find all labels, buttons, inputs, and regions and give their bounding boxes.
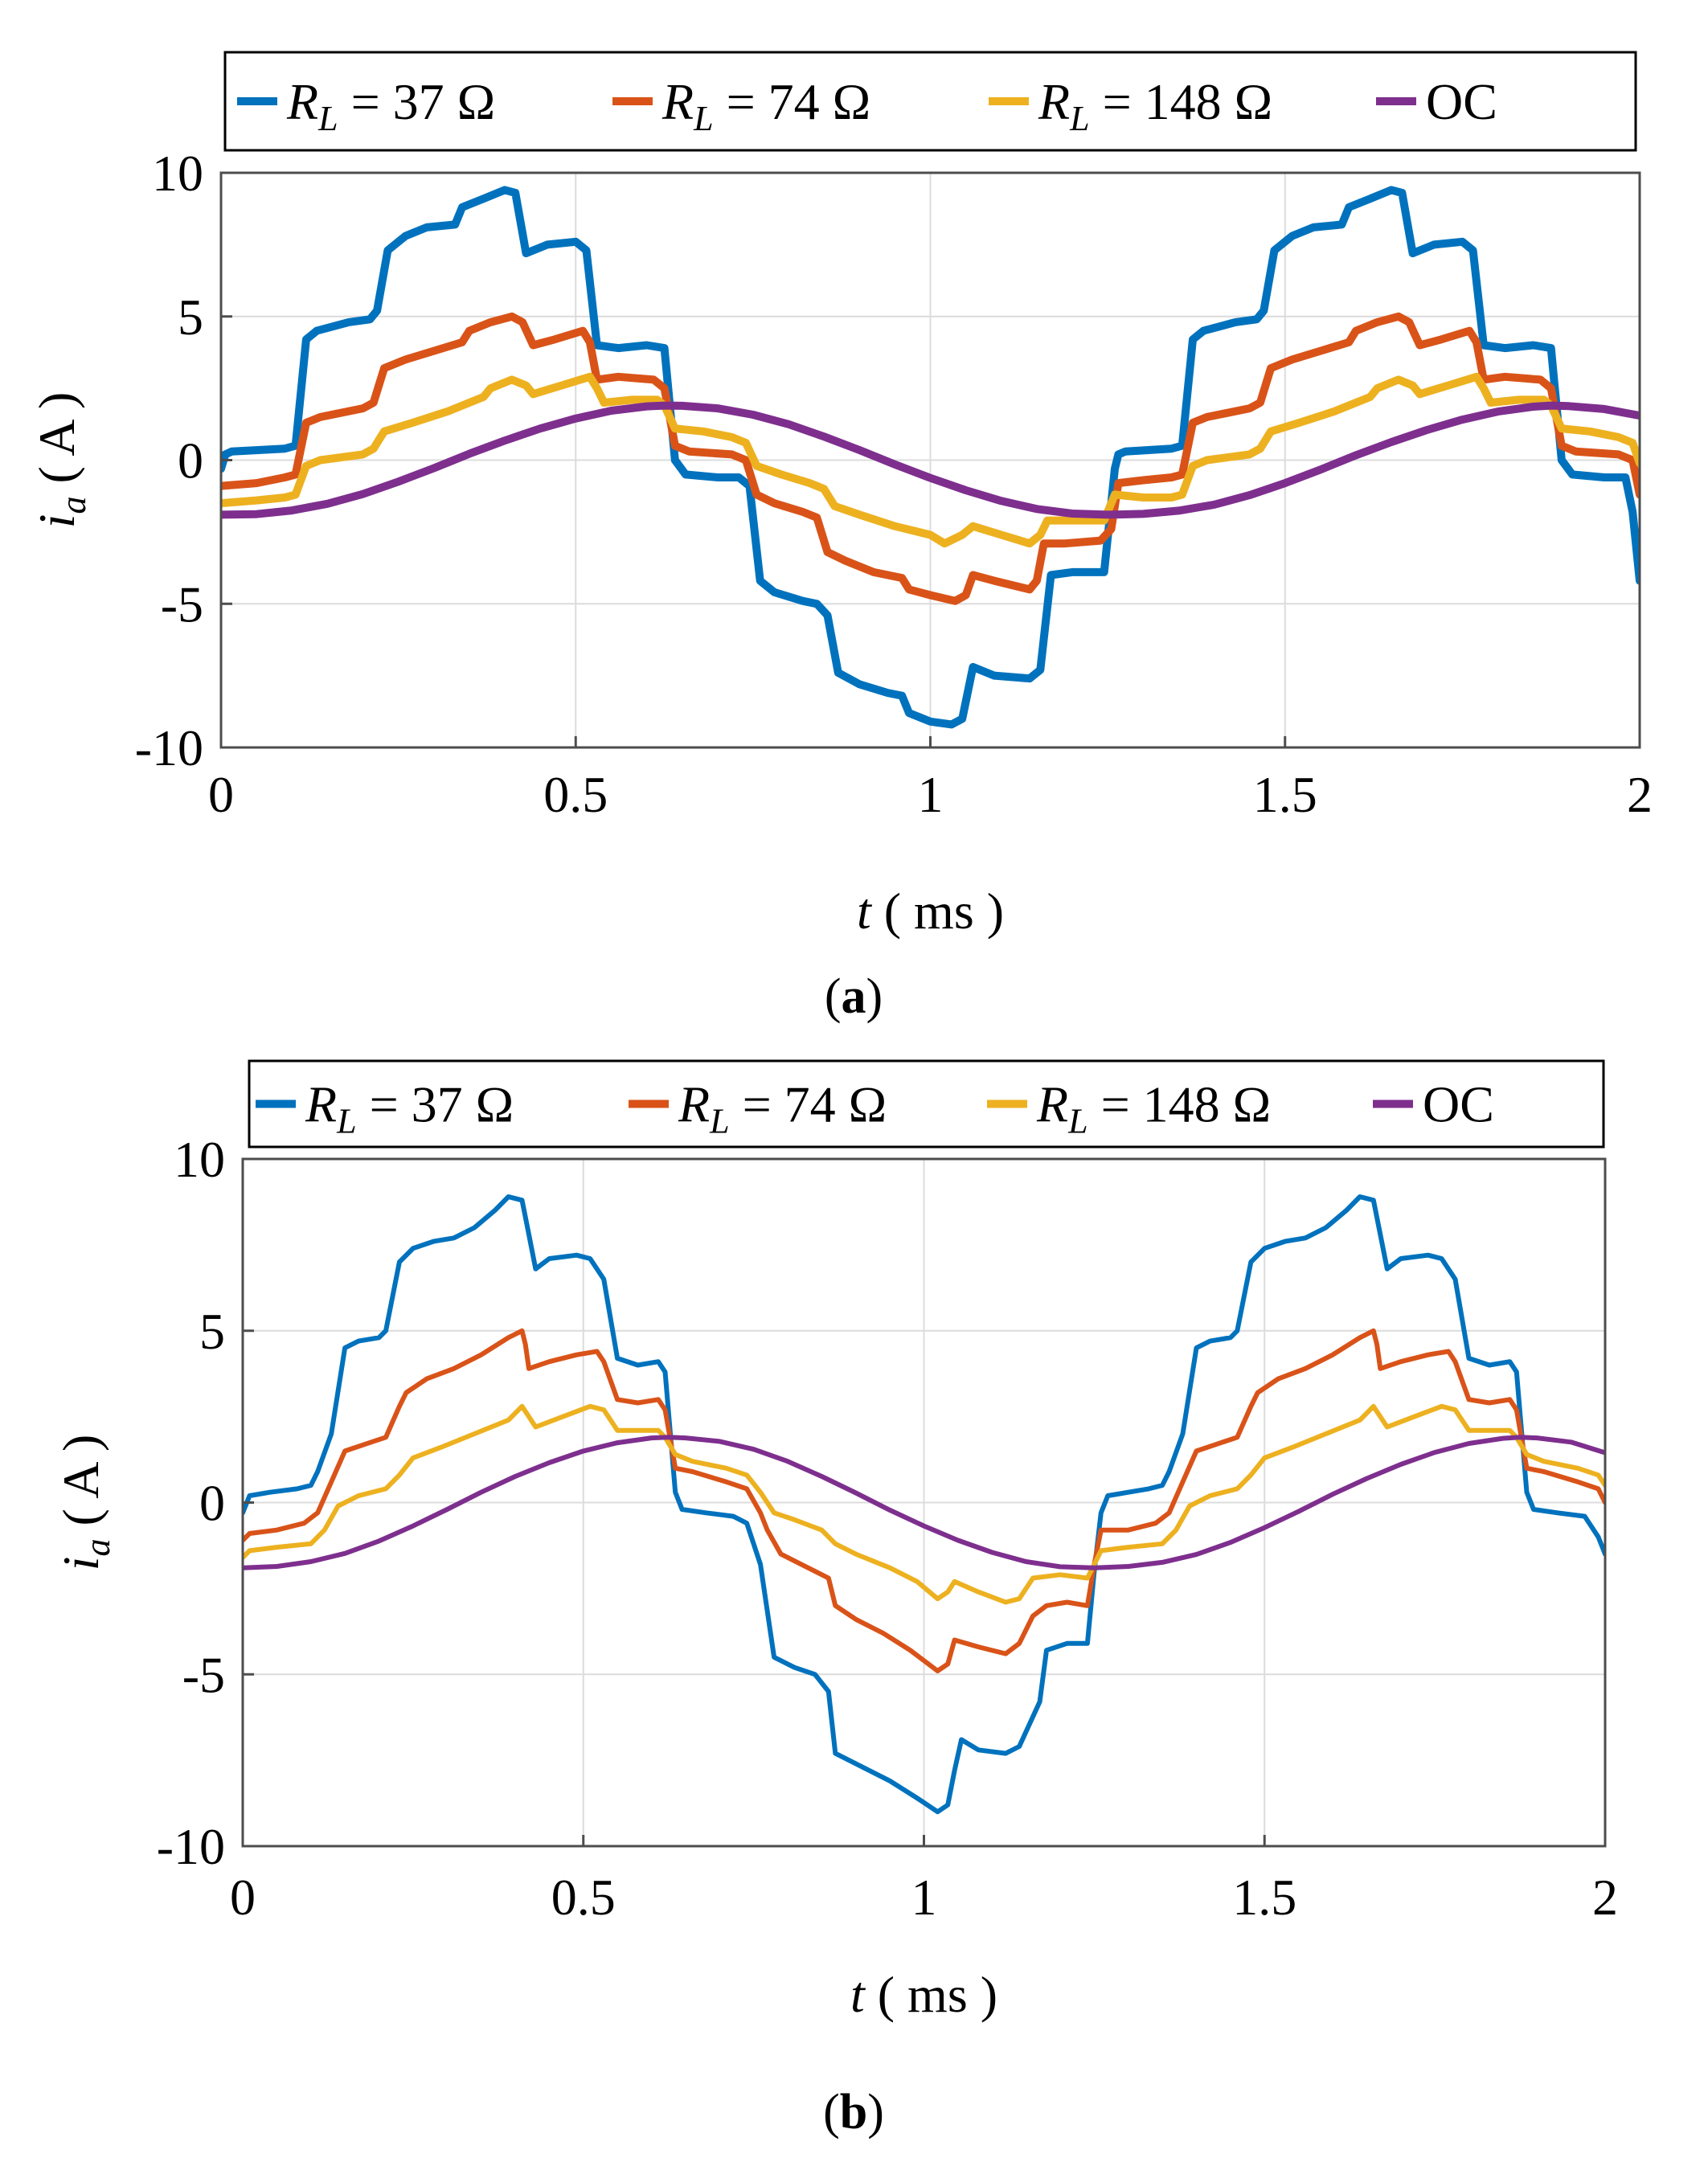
x-axis-label: t ( ms ): [850, 1966, 997, 2023]
y-tick-label: 5: [178, 289, 203, 346]
legend-label-RL37: RL = 37 Ω: [305, 1076, 514, 1141]
y-tick-label: 0: [178, 432, 203, 489]
series-line-RL74: [243, 1328, 1605, 1673]
panel-caption: (a): [825, 969, 883, 1024]
x-tick-label: 0.5: [543, 766, 608, 823]
series-line-OC: [221, 401, 1640, 519]
y-axis-label: ia ( A ): [28, 392, 93, 529]
y-tick-label: 5: [199, 1303, 225, 1360]
x-tick-label: 1: [918, 766, 944, 823]
x-tick-label: 1.5: [1232, 1869, 1296, 1926]
y-tick-label: 10: [174, 1131, 225, 1188]
x-axis-label: t ( ms ): [857, 882, 1004, 940]
x-tick-label: 0: [230, 1869, 256, 1926]
chart-panel-a: 0 0.5 1 1.5 2 -10 -5 0 5 10 t ( ms ) ia ( A ) RL = 3…: [28, 51, 1653, 1024]
legend-label-OC: OC: [1423, 1076, 1494, 1133]
legend-label-RL148: RL = 148 Ω: [1038, 73, 1272, 138]
series-line-OC: [243, 1435, 1605, 1570]
legend-label-RL37: RL = 37 Ω: [286, 73, 495, 138]
series-line-RL148: [221, 372, 1640, 548]
series-line-RL148: [243, 1403, 1605, 1605]
series-line-RL37: [243, 1194, 1605, 1815]
x-tick-label: 1: [911, 1869, 937, 1926]
legend: RL = 37 Ω RL = 74 Ω RL = 148 Ω OC: [223, 51, 1637, 152]
y-axis-label: ia ( A ): [52, 1435, 117, 1571]
y-tick-label: -5: [182, 1646, 225, 1703]
y-tick-label: -10: [135, 719, 203, 776]
legend: RL = 37 Ω RL = 74 Ω RL = 148 Ω OC: [248, 1059, 1605, 1149]
y-tick-label: 10: [152, 145, 203, 202]
x-tick-label: 1.5: [1253, 766, 1317, 823]
y-tick-label: 0: [199, 1475, 225, 1532]
series-group: [221, 186, 1640, 729]
legend-label-RL74: RL = 74 Ω: [678, 1076, 887, 1141]
y-tick-label: -10: [157, 1818, 225, 1875]
x-tick-label: 2: [1592, 1869, 1618, 1926]
x-tick-label: 0.5: [551, 1869, 616, 1926]
chart-panel-b: 0 0.5 1 1.5 2 -10 -5 0 5 10 t ( ms ) ia ( A ) RL = 3…: [52, 1059, 1618, 2139]
legend-label-OC: OC: [1426, 73, 1497, 130]
x-tick-label: 2: [1627, 766, 1653, 823]
y-tick-label: -5: [161, 575, 203, 633]
panel-caption: (b): [823, 2085, 884, 2139]
legend-label-RL74: RL = 74 Ω: [661, 73, 870, 138]
x-tick-label: 0: [208, 766, 234, 823]
series-group: [243, 1194, 1605, 1815]
series-line-RL37: [221, 186, 1640, 729]
legend-label-RL148: RL = 148 Ω: [1036, 1076, 1271, 1141]
series-line-RL74: [221, 312, 1640, 605]
